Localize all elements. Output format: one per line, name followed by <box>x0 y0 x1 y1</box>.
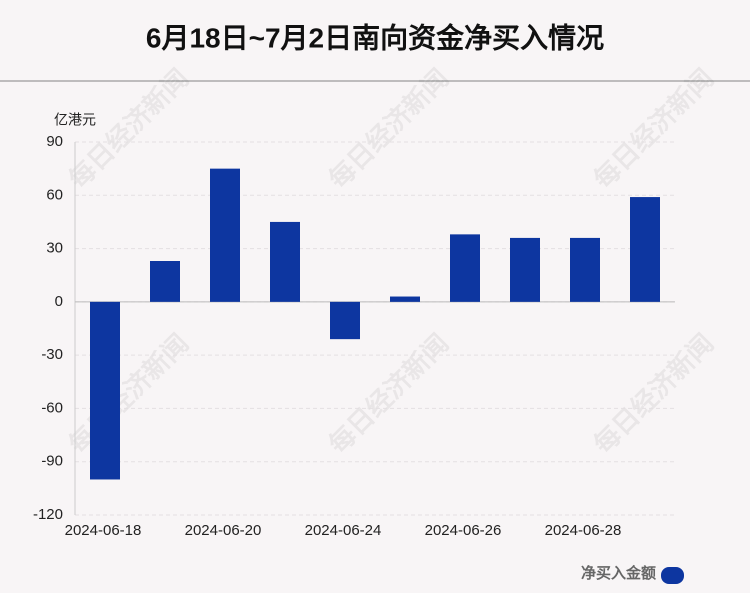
legend-swatch <box>661 567 684 584</box>
chart-title: 6月18日~7月2日南向资金净买入情况 <box>146 21 604 53</box>
y-tick-label: 30 <box>46 240 63 257</box>
bar <box>630 197 660 302</box>
y-tick-label: 90 <box>46 133 63 150</box>
y-tick-label: -60 <box>41 399 63 416</box>
y-tick-label: 60 <box>46 186 63 203</box>
bar <box>210 168 240 302</box>
bar <box>510 237 540 302</box>
bar <box>270 221 300 302</box>
bar <box>330 301 360 340</box>
bar <box>390 296 420 302</box>
y-tick-label: 0 <box>55 293 63 310</box>
x-tick-label: 2024-06-20 <box>185 522 262 539</box>
bar <box>90 301 120 480</box>
bar <box>570 237 600 302</box>
y-tick-label: -120 <box>33 506 63 523</box>
y-axis-label: 亿港元 <box>54 112 96 128</box>
y-tick-label: -30 <box>41 346 63 363</box>
x-tick-label: 2024-06-28 <box>545 522 622 539</box>
y-tick-label: -90 <box>41 453 63 470</box>
x-tick-label: 2024-06-18 <box>65 522 142 539</box>
bar <box>450 234 480 302</box>
x-tick-label: 2024-06-24 <box>305 522 382 539</box>
bar <box>150 261 180 302</box>
x-tick-label: 2024-06-26 <box>425 522 502 539</box>
legend-label: 净买入金额 <box>581 564 656 582</box>
